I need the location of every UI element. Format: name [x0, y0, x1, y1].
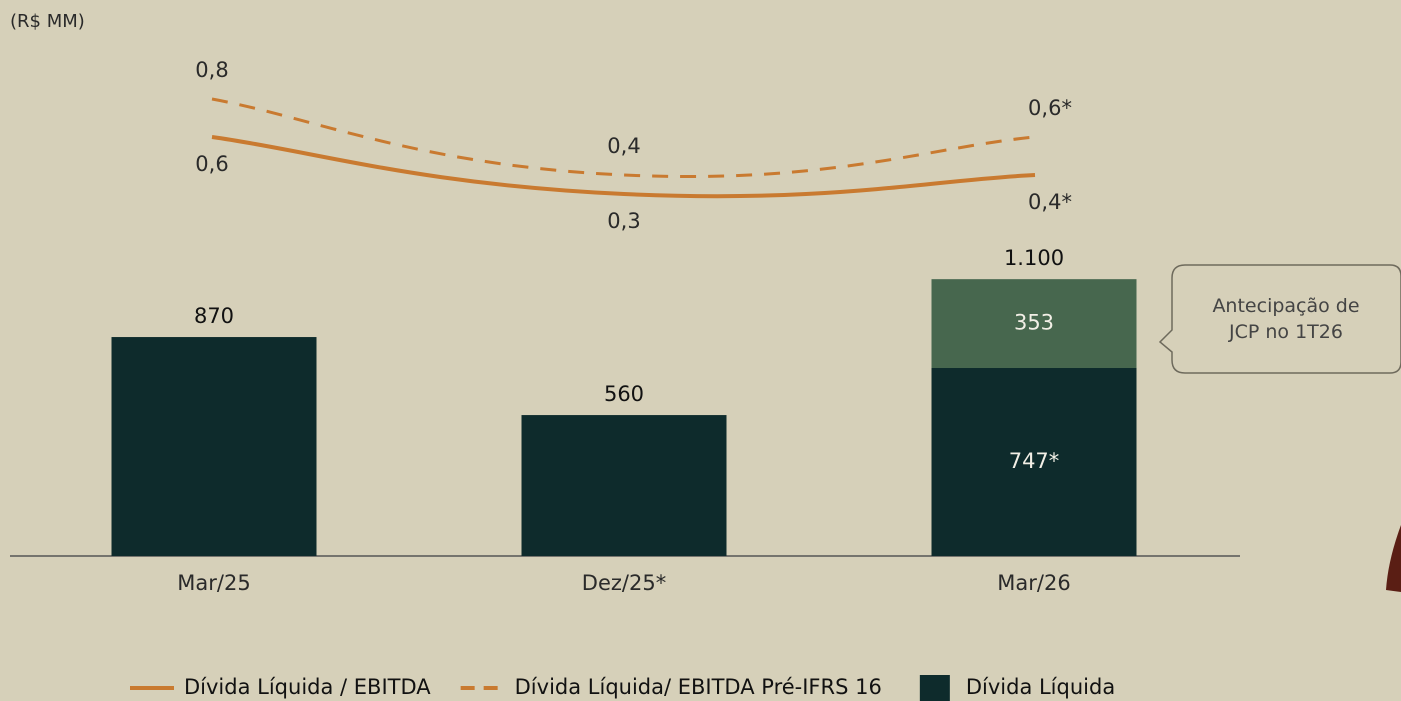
- bar-value-label: 353: [1014, 311, 1054, 335]
- bar-value-label: 747*: [1009, 449, 1060, 473]
- line-series: [211, 97, 1036, 178]
- legend-swatch: [919, 675, 950, 701]
- decoration: [1386, 525, 1401, 592]
- total-label: 560: [604, 382, 644, 406]
- chart-subtitle: (R$ MM): [10, 11, 85, 32]
- bar-segment: [931, 368, 1137, 556]
- x-tick-label: Mar/26: [997, 571, 1070, 595]
- bar-segment: [521, 415, 727, 556]
- line-value-label: 0,4*: [1028, 190, 1072, 214]
- legend-label: Dívida Líquida / EBITDA: [184, 675, 431, 699]
- series-callout: Antecipação de JCP no 1T26: [1212, 295, 1359, 343]
- x-tick-label: Mar/25: [177, 571, 250, 595]
- line-value-label: 0,6: [195, 152, 228, 176]
- line-series: [211, 135, 1036, 199]
- line-value-label: 0,8: [195, 58, 228, 82]
- line-value-label: 0,3: [607, 209, 640, 233]
- x-tick-label: Dez/25*: [582, 571, 666, 595]
- callout: [1158, 264, 1401, 374]
- total-label: 870: [194, 304, 234, 328]
- legend-label: Dívida Líquida: [966, 675, 1115, 699]
- legend-label: Dívida Líquida/ EBITDA Pré-IFRS 16: [515, 675, 882, 699]
- bar-segment: [931, 279, 1137, 369]
- line-value-label: 0,6*: [1028, 96, 1072, 120]
- total-label: 1.100: [1004, 246, 1064, 270]
- bar-segment: [111, 337, 317, 556]
- line-value-label: 0,4: [607, 134, 640, 158]
